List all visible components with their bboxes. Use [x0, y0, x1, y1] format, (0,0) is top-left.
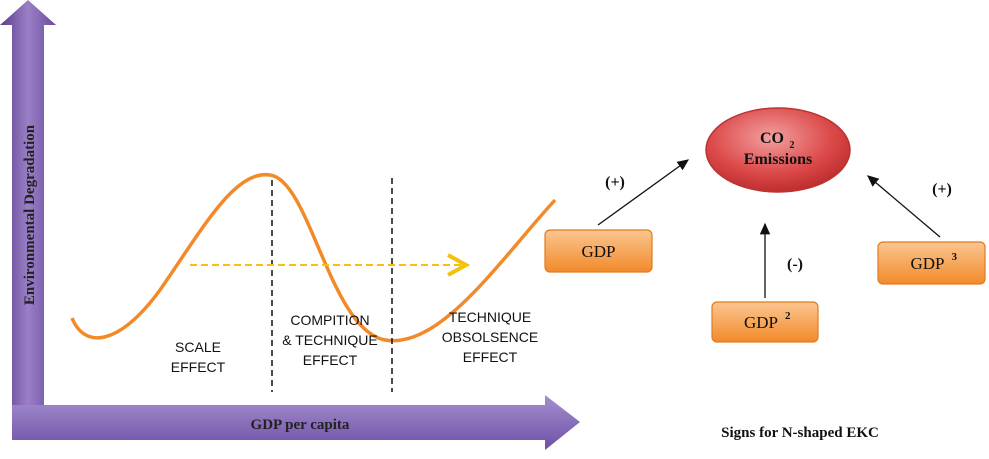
y-axis-arrow	[0, 0, 56, 430]
node-label: GDP	[744, 313, 778, 332]
region-label: SCALE	[175, 339, 221, 355]
region-label: OBSOLSENCE	[442, 329, 538, 345]
y-axis-label: Environmental Degradation	[22, 124, 38, 305]
region-label: EFFECT	[463, 349, 518, 365]
node-box	[711, 301, 819, 343]
co2-label: Emissions	[744, 151, 812, 168]
x-axis-arrow	[12, 395, 580, 450]
node-box	[877, 241, 986, 285]
region-label: EFFECT	[303, 352, 358, 368]
node-label: GDP	[581, 242, 615, 261]
x-axis-label: GDP per capita	[251, 417, 350, 433]
node-box	[544, 229, 653, 273]
sign-label: (+)	[932, 181, 952, 198]
region-label: TECHNIQUE	[449, 309, 531, 325]
node-superscript: 2	[785, 310, 791, 322]
node-label: GDP	[910, 254, 944, 273]
co2-label: CO	[760, 130, 784, 147]
region-label: COMPITION	[290, 312, 369, 328]
arrow	[867, 175, 941, 238]
arrow	[597, 159, 690, 226]
region-label: & TECHNIQUE	[282, 332, 377, 348]
co2-subscript: 2	[790, 140, 795, 151]
caption: Signs for N-shaped EKC	[721, 425, 879, 441]
sign-label: (+)	[605, 174, 625, 191]
region-label: EFFECT	[171, 359, 226, 375]
node-superscript: 3	[952, 251, 958, 263]
n-curve	[70, 173, 557, 343]
co2-ellipse	[705, 107, 851, 193]
sign-label: (-)	[787, 256, 803, 273]
